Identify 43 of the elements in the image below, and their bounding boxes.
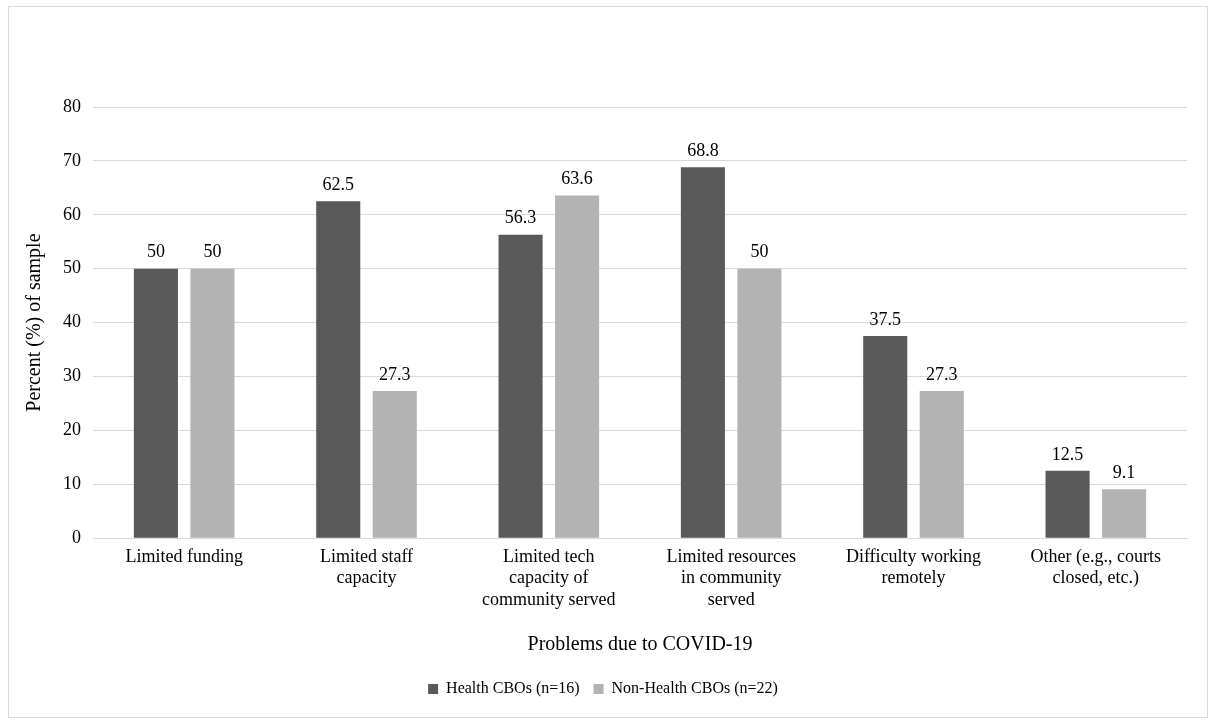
bar: [680, 167, 725, 538]
bar: [737, 268, 782, 538]
bar: [1045, 470, 1090, 538]
data-label: 27.3: [926, 363, 958, 384]
x-tick-label: Other (e.g., courts closed, etc.): [1030, 545, 1162, 589]
x-tick-label: Limited resources in community served: [666, 545, 796, 609]
y-tick-label: 20: [63, 419, 81, 440]
x-tick-label: Limited staff capacity: [319, 545, 414, 588]
data-label: 50: [146, 241, 165, 262]
y-axis-title: Percent (%) of sample: [22, 233, 46, 412]
y-tick-label: 0: [72, 526, 81, 547]
x-tick-label: Limited funding: [125, 545, 243, 566]
data-label: 27.3: [379, 363, 411, 384]
y-tick-label: 60: [63, 203, 81, 224]
y-tick-label: 80: [63, 95, 81, 116]
bar: [555, 195, 600, 538]
y-tick-label: 50: [63, 257, 81, 278]
data-label: 50: [203, 241, 222, 262]
x-tick-label: Limited tech capacity of community served: [482, 545, 616, 609]
data-label: 37.5: [869, 308, 901, 329]
bar: [863, 336, 908, 538]
bar: [133, 268, 178, 538]
y-tick-label: 10: [63, 473, 81, 494]
bar: [919, 391, 964, 538]
bar: [498, 234, 543, 538]
data-label: 68.8: [687, 140, 719, 161]
x-axis-title: Problems due to COVID-19: [527, 632, 753, 655]
x-tick-label: Difficulty working remotely: [845, 545, 982, 588]
bar: [316, 201, 361, 538]
legend-label: Health CBOs (n=16): [446, 679, 580, 698]
y-tick-label: 30: [63, 365, 81, 386]
data-label: 63.6: [561, 168, 593, 189]
legend-label: Non-Health CBOs (n=22): [611, 679, 778, 698]
bar: [372, 391, 417, 538]
data-label: 62.5: [322, 174, 354, 195]
data-label: 12.5: [1051, 443, 1084, 464]
data-label: 56.3: [504, 207, 537, 228]
y-tick-label: 70: [63, 149, 81, 170]
data-label: 50: [750, 241, 769, 262]
bar: [1102, 489, 1147, 538]
bar: [190, 268, 235, 538]
y-tick-label: 40: [63, 311, 81, 332]
data-label: 9.1: [1112, 461, 1136, 482]
